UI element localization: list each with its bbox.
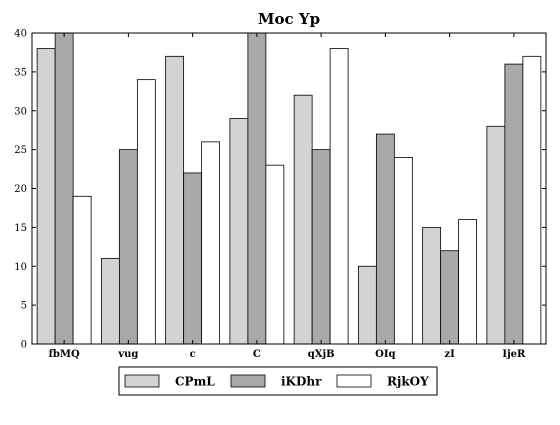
y-tick-label: 35 <box>14 67 27 78</box>
y-tick-label: 0 <box>21 340 27 351</box>
legend: CPmL iKDhr RjkOY <box>118 366 438 396</box>
x-tick-label: qXjB <box>308 349 335 360</box>
y-tick-label: 10 <box>14 262 27 273</box>
bar-iKDhr-OIq <box>375 133 395 345</box>
bar-RjkOY-IjeR <box>522 55 542 345</box>
x-tick-label: IjeR <box>502 349 526 360</box>
bar-RjkOY-qXjB <box>329 48 349 345</box>
bar-RjkOY-vug <box>136 79 156 345</box>
bar-RjkOY-C <box>265 164 285 345</box>
bar-CPmL-vug <box>100 258 120 345</box>
bars-layer <box>36 32 542 345</box>
bar-CPmL-IjeR <box>486 125 506 345</box>
bar-CPmL-zI <box>422 226 442 345</box>
bar-CPmL-C <box>229 118 249 345</box>
x-tick-label: C <box>253 349 261 360</box>
y-tick-label: 40 <box>14 29 27 40</box>
y-tick-label: 30 <box>14 106 27 117</box>
x-tick-label: fbMQ <box>49 349 80 360</box>
legend-box <box>118 366 438 396</box>
legend-label-RjkOY: RjkOY <box>387 375 429 389</box>
y-tick-label: 20 <box>14 184 27 195</box>
legend-swatch-RjkOY <box>336 374 372 388</box>
legend-swatch-CPmL <box>124 374 160 388</box>
x-tick-label: OIq <box>375 349 395 360</box>
legend-label-CPmL: CPmL <box>175 375 215 389</box>
x-tick-label: c <box>190 349 196 360</box>
y-tick-label: 25 <box>14 145 27 156</box>
bar-iKDhr-C <box>247 32 267 345</box>
x-tick-label: zI <box>444 349 455 360</box>
bar-RjkOY-fbMQ <box>72 195 92 345</box>
legend-label-iKDhr: iKDhr <box>281 375 322 389</box>
bar-RjkOY-c <box>201 141 221 345</box>
bar-iKDhr-fbMQ <box>54 32 74 345</box>
bar-CPmL-fbMQ <box>36 48 56 345</box>
bar-CPmL-OIq <box>357 265 377 345</box>
bar-RjkOY-OIq <box>393 156 413 345</box>
bar-iKDhr-qXjB <box>311 149 331 345</box>
bar-iKDhr-IjeR <box>504 63 524 345</box>
bar-CPmL-c <box>165 55 185 345</box>
bar-iKDhr-c <box>183 172 203 345</box>
bar-iKDhr-zI <box>440 250 460 345</box>
y-tick-label: 15 <box>14 223 27 234</box>
legend-swatch-iKDhr <box>230 374 266 388</box>
x-tick-label: vug <box>117 349 138 360</box>
bar-CPmL-qXjB <box>293 94 313 345</box>
y-axis: 0 5 10 15 20 25 30 35 40 <box>14 29 546 351</box>
bar-RjkOY-zI <box>458 219 478 345</box>
chart-title: Moc Yp <box>258 10 320 28</box>
y-tick-label: 5 <box>21 301 27 312</box>
bar-iKDhr-vug <box>118 149 138 345</box>
